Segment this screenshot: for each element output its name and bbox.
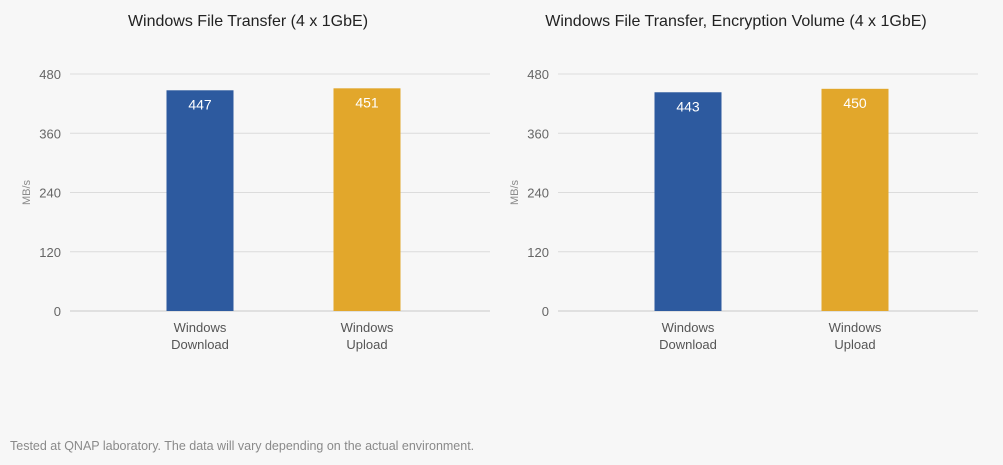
y-tick-label: 0 <box>542 304 549 319</box>
bar-value-label: 451 <box>355 94 379 110</box>
x-category-label: Windows <box>662 320 715 335</box>
chart-left: Windows File Transfer (4 x 1GbE) MB/s 0 120… <box>0 0 500 365</box>
x-category-label: Windows <box>174 320 227 335</box>
chart-title: Windows File Transfer, Encryption Volume… <box>545 13 926 30</box>
y-tick-label: 360 <box>527 126 549 141</box>
bar <box>821 88 889 311</box>
chart-svg: Windows File Transfer (4 x 1GbE) MB/s 0 120… <box>21 13 490 352</box>
bar <box>654 92 722 311</box>
x-category-label: Download <box>659 337 717 352</box>
bar-value-label: 443 <box>676 98 700 114</box>
y-axis-label: MB/s <box>509 179 521 205</box>
bar <box>333 88 401 311</box>
y-tick-label: 240 <box>527 186 549 201</box>
y-tick-label: 120 <box>39 245 61 260</box>
x-category-label: Windows <box>829 320 882 335</box>
x-category-label: Upload <box>346 337 387 352</box>
y-tick-label: 120 <box>527 245 549 260</box>
x-category-label: Download <box>171 337 229 352</box>
y-tick-label: 480 <box>39 67 61 82</box>
bar-value-label: 450 <box>843 95 867 111</box>
y-tick-label: 480 <box>527 67 549 82</box>
chart-svg: Windows File Transfer, Encryption Volume… <box>509 13 978 352</box>
bar-value-label: 447 <box>188 96 212 112</box>
footnote: Tested at QNAP laboratory. The data will… <box>10 439 475 453</box>
x-category-label: Windows <box>341 320 394 335</box>
y-tick-label: 0 <box>54 304 61 319</box>
chart-title: Windows File Transfer (4 x 1GbE) <box>128 13 368 30</box>
x-category-label: Upload <box>834 337 875 352</box>
y-axis-label: MB/s <box>21 179 33 205</box>
y-tick-label: 360 <box>39 126 61 141</box>
y-tick-label: 240 <box>39 186 61 201</box>
bar <box>166 90 234 311</box>
chart-right: Windows File Transfer, Encryption Volume… <box>488 0 988 365</box>
